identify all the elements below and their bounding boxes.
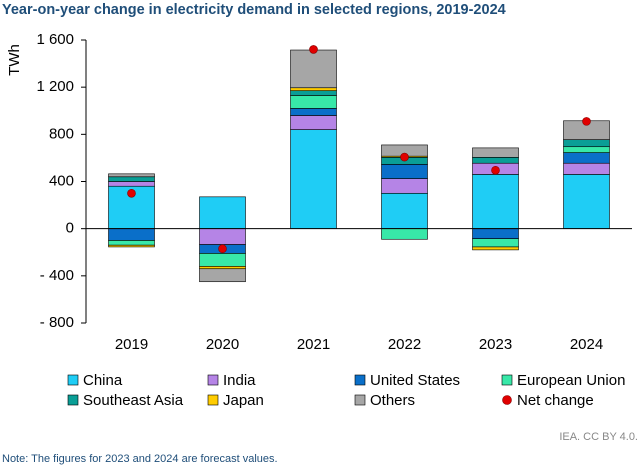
net-change-dot: [491, 165, 500, 175]
legend-marker: [207, 394, 219, 406]
bar-segment: [563, 174, 610, 229]
y-tick-label: 400: [49, 172, 74, 189]
legend-marker: [502, 395, 512, 405]
y-axis-label: TWh: [6, 44, 23, 76]
x-tick-label: 2020: [206, 336, 239, 353]
bar-segment: [472, 157, 519, 164]
bar-segment: [290, 108, 337, 116]
bar-segment: [381, 178, 428, 194]
legend-marker: [207, 374, 219, 386]
net-change-dot: [127, 188, 136, 198]
x-tick-label: 2021: [297, 336, 330, 353]
legend-label: European Union: [517, 372, 625, 389]
bar-segment: [108, 244, 155, 248]
bar-segment: [381, 192, 428, 229]
bar-segment: [563, 152, 610, 164]
y-tick-label: 1 200: [36, 78, 74, 95]
y-tick-label: 800: [49, 125, 74, 142]
bar-segment: [472, 147, 519, 158]
bar-segment: [199, 196, 246, 229]
x-tick-label: 2019: [115, 336, 148, 353]
y-tick-label: - 400: [40, 267, 74, 284]
legend-label: Net change: [517, 392, 594, 409]
bar-segment: [199, 228, 246, 245]
bar-segment: [472, 174, 519, 229]
bar-segment: [290, 115, 337, 130]
legend-marker: [501, 374, 513, 386]
bar-segment: [290, 90, 337, 96]
net-change-dot: [309, 45, 318, 54]
net-change-dot: [218, 244, 227, 254]
x-tick-label: 2023: [479, 336, 512, 353]
legend-label: India: [223, 372, 256, 389]
bar-segment: [472, 246, 519, 251]
net-change-dot: [400, 152, 409, 162]
x-tick-label: 2022: [388, 336, 421, 353]
y-tick-label: 0: [66, 220, 74, 237]
legend-marker: [354, 394, 366, 406]
bar-segment: [199, 268, 246, 283]
bar-segment: [108, 228, 155, 241]
bar-segment: [563, 146, 610, 153]
chart-title: Year-on-year change in electricity deman…: [2, 2, 506, 18]
legend-label: China: [83, 372, 123, 389]
bar-segment: [108, 173, 155, 178]
bar-segment: [381, 164, 428, 179]
source: IEA. CC BY 4.0.: [559, 431, 638, 443]
legend-label: Southeast Asia: [83, 392, 184, 409]
legend-label: Others: [370, 392, 415, 409]
bar-segment: [199, 266, 246, 270]
legend-label: United States: [370, 372, 460, 389]
x-tick-label: 2024: [570, 336, 603, 353]
bar-segment: [108, 181, 155, 187]
bar-segment: [290, 49, 337, 89]
bar-segment: [108, 240, 155, 246]
bar-segment: [199, 253, 246, 267]
bar-segment: [290, 129, 337, 229]
bar-segment: [108, 176, 155, 182]
bar-segment: [290, 87, 337, 92]
y-tick-label: 1 600: [36, 31, 74, 48]
bar-segment: [563, 162, 610, 175]
legend-marker: [67, 374, 79, 386]
bar-segment: [472, 228, 519, 239]
legend-marker: [67, 394, 79, 406]
bar-segment: [290, 95, 337, 109]
legend-label: Japan: [223, 392, 264, 409]
legend-marker: [354, 374, 366, 386]
bar-segment: [563, 139, 610, 148]
bar-segment: [381, 228, 428, 240]
note: Note: The figures for 2023 and 2024 are …: [2, 453, 278, 465]
bar-segment: [472, 238, 519, 248]
y-tick-label: - 800: [40, 314, 74, 331]
net-change-dot: [582, 117, 591, 126]
